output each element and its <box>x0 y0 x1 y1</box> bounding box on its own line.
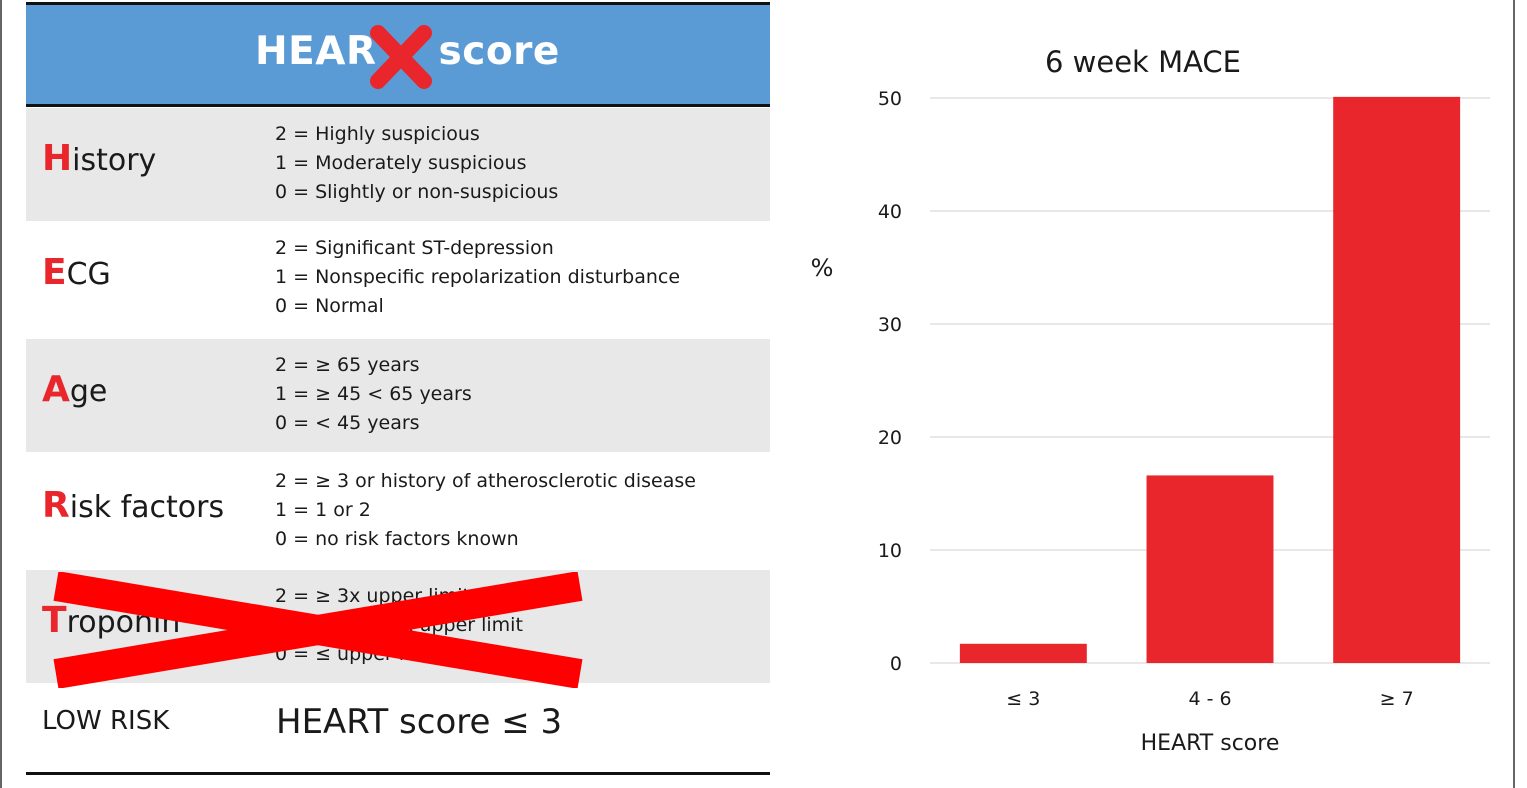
y-tick-label: 0 <box>890 653 902 675</box>
option-2: 2 = ≥ 65 years <box>275 354 420 376</box>
bar-3 <box>1333 96 1461 664</box>
row-initial: H <box>42 138 73 179</box>
y-tick-label: 50 <box>878 88 902 110</box>
frame-right-border <box>1513 0 1515 788</box>
row-name-rest: istory <box>72 143 157 178</box>
row-age: Age 2 = ≥ 65 years 1 = ≥ 45 < 65 years 0… <box>26 339 770 452</box>
row-name: History <box>42 138 156 179</box>
row-name: ECG <box>42 252 111 293</box>
row-name: Risk factors <box>42 485 224 526</box>
bar-1 <box>959 643 1087 663</box>
row-initial: A <box>42 369 70 410</box>
row-options: 2 = Significant ST-depression 1 = Nonspe… <box>275 234 680 321</box>
chart-title: 6 week MACE <box>1045 45 1241 79</box>
low-risk-label: LOW RISK <box>42 706 170 736</box>
row-options: 2 = Highly suspicious 1 = Moderately sus… <box>275 120 558 207</box>
row-risk-factors: Risk factors 2 = ≥ 3 or history of ather… <box>26 455 770 568</box>
option-1: 1 = Moderately suspicious <box>275 152 527 174</box>
row-history: History 2 = Highly suspicious 1 = Modera… <box>26 108 770 221</box>
cross-out-t-icon <box>370 25 432 89</box>
table-title: HEAR score <box>255 29 560 74</box>
option-1: 1 = Nonspecific repolarization disturban… <box>275 266 681 288</box>
frame-left-border <box>0 0 2 788</box>
cross-out-troponin-icon <box>53 572 583 688</box>
table-top-rule <box>26 2 770 5</box>
option-2: 2 = Significant ST-depression <box>275 237 554 259</box>
row-options: 2 = ≥ 3 or history of atherosclerotic di… <box>275 467 696 554</box>
option-0: 0 = Slightly or non-suspicious <box>275 181 559 203</box>
heart-score-table: HEAR score History 2 = Highly suspicious … <box>26 0 770 788</box>
title-right: score <box>438 29 560 74</box>
option-0: 0 = Normal <box>275 295 384 317</box>
table-header: HEAR score <box>26 5 770 104</box>
row-options: 2 = ≥ 65 years 1 = ≥ 45 < 65 years 0 = <… <box>275 351 472 438</box>
mace-bar-chart: 6 week MACE % HEART score 0 10 20 30 40 50 ≤ … <box>811 45 1490 756</box>
row-name-rest: ge <box>69 374 108 409</box>
row-name-rest: CG <box>66 257 111 292</box>
chart-bars <box>959 96 1461 664</box>
y-tick-label: 40 <box>878 201 902 223</box>
row-name-rest: isk factors <box>69 490 225 525</box>
row-initial: E <box>42 252 67 293</box>
bar-2 <box>1146 475 1274 663</box>
row-initial: T <box>42 600 67 641</box>
table-bottom-rule <box>26 772 770 775</box>
option-1: 1 = 1 or 2 <box>275 499 371 521</box>
title-left: HEAR <box>255 29 377 74</box>
chart-x-ticks: ≤ 3 4 - 6 ≥ 7 <box>1006 688 1413 710</box>
row-name: Age <box>42 369 107 410</box>
option-2: 2 = ≥ 3 or history of atherosclerotic di… <box>275 470 696 492</box>
row-initial: R <box>42 485 70 526</box>
header-rule <box>26 104 770 107</box>
x-tick-label: 4 - 6 <box>1188 688 1231 710</box>
x-tick-label: ≤ 3 <box>1006 688 1040 710</box>
option-0: 0 = < 45 years <box>275 412 420 434</box>
y-tick-label: 10 <box>878 540 902 562</box>
option-2: 2 = Highly suspicious <box>275 123 480 145</box>
option-1: 1 = ≥ 45 < 65 years <box>275 383 472 405</box>
row-ecg: ECG 2 = Significant ST-depression 1 = No… <box>26 222 770 335</box>
option-0: 0 = no risk factors known <box>275 528 519 550</box>
chart-x-axis-label: HEART score <box>1141 731 1280 756</box>
y-tick-label: 20 <box>878 427 902 449</box>
chart-y-axis-label: % <box>811 254 834 282</box>
low-risk-value: HEART score ≤ 3 <box>276 702 563 742</box>
y-tick-label: 30 <box>878 314 902 336</box>
chart-y-ticks: 0 10 20 30 40 50 <box>878 88 902 675</box>
x-tick-label: ≥ 7 <box>1380 688 1414 710</box>
